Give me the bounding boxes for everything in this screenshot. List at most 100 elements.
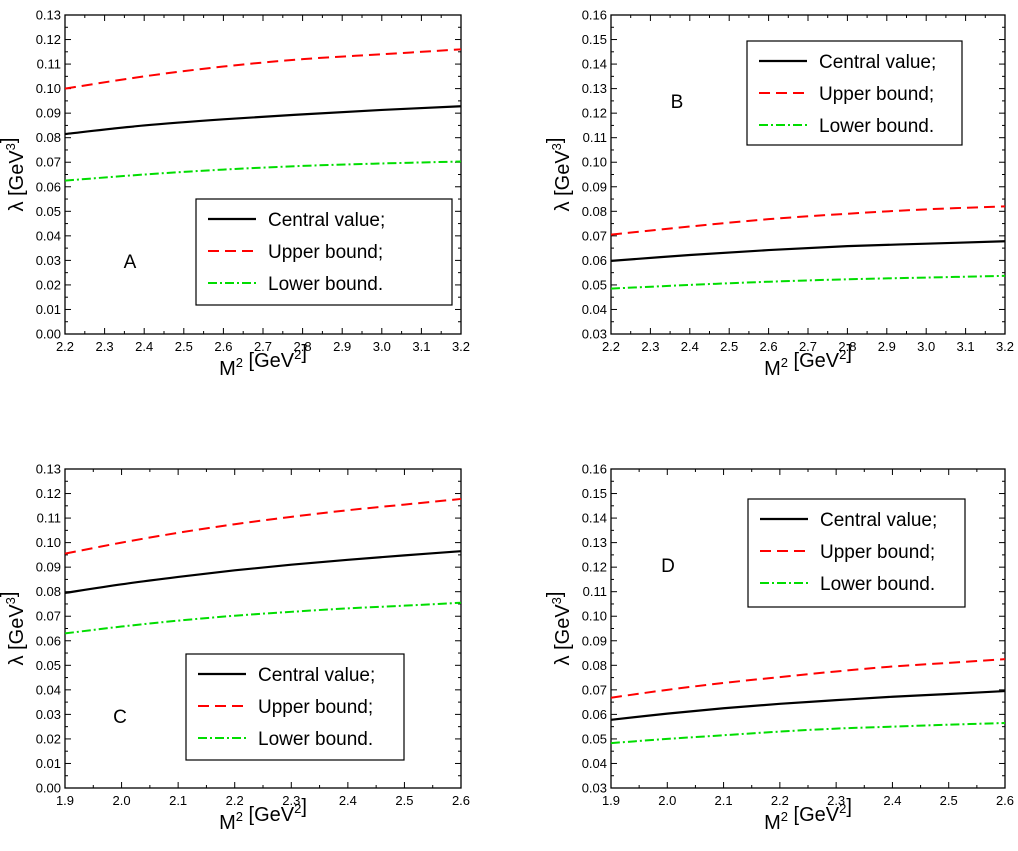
x-tick-label: 3.1 [957,339,975,354]
chart-panel-d: 1.9 2.0 2.1 2.2 2.3 2.4 2.5 2.6 0.03 0.04 0.05 0.06… [544,462,1014,835]
x-tick-label: 2.5 [395,793,413,808]
chart-panel-b: 2.2 2.3 2.4 2.5 2.6 2.7 2.8 2.9 3.0 3.1 3.2 0.03 0.0… [544,8,1014,381]
y-tick-label: 0.09 [582,633,607,648]
y-tick-label: 0.13 [582,81,607,96]
y-tick-label: 0.13 [36,8,61,23]
x-tick-label: 3.2 [996,339,1014,354]
y-tick-label: 0.02 [36,277,61,292]
y-tick-label: 0.08 [36,584,61,599]
y-tick-label: 0.03 [582,781,607,796]
x-tick-label: 2.9 [878,339,896,354]
y-tick-label: 0.11 [583,130,607,145]
y-tick-label: 0.12 [582,106,607,121]
y-tick-label: 0.10 [582,155,607,170]
legend-label: Lower bound. [819,116,934,137]
x-tick-label: 2.0 [658,793,676,808]
y-tick-label: 0.04 [582,302,607,317]
y-tick-label: 0.04 [36,228,61,243]
y-tick-label: 0.09 [36,106,61,121]
panel-label: B [671,92,684,113]
y-axis-title: λ [GeV3] [544,138,574,212]
series-line-dashdot [64,601,462,635]
x-tick-label: 2.5 [720,339,738,354]
x-tick-label: 2.4 [681,339,699,354]
y-tick-label: 0.06 [582,707,607,722]
panel-label: A [124,252,137,273]
y-tick-label: 0.04 [36,682,61,697]
x-axis-title: M2 [GeV2] [219,796,307,834]
y-tick-label: 0.05 [36,658,61,673]
y-tick-label: 0.00 [36,327,61,342]
legend-label: Upper bound; [258,697,373,718]
chart-panel-c: 1.9 2.0 2.1 2.2 2.3 2.4 2.5 2.6 0.00 0.01 0.02 0.03… [0,462,470,835]
y-tick-label: 0.12 [36,486,61,501]
y-tick-label: 0.06 [582,253,607,268]
y-tick-label: 0.06 [36,633,61,648]
y-tick-label: 0.01 [36,302,61,317]
x-tick-label: 2.2 [56,339,74,354]
panel-label: D [661,556,675,577]
y-tick-label: 0.00 [36,781,61,796]
x-tick-label: 3.0 [917,339,935,354]
x-tick-label: 2.4 [339,793,357,808]
y-tick-label: 0.05 [582,731,607,746]
series-line-dashdot [610,274,1006,290]
x-tick-label: 2.7 [254,339,272,354]
y-tick-label: 0.16 [582,462,607,477]
y-tick-label: 0.05 [582,277,607,292]
y-tick-label: 0.07 [36,609,61,624]
x-tick-label: 1.9 [602,793,620,808]
series-line-dashdot [64,160,462,182]
y-tick-label: 0.07 [582,682,607,697]
y-tick-label: 0.13 [582,535,607,550]
x-tick-label: 2.6 [760,339,778,354]
x-tick-label: 2.2 [602,339,620,354]
legend-label: Upper bound; [268,242,383,263]
x-tick-label: 2.2 [771,793,789,808]
y-axis-title: λ [GeV3] [0,592,28,666]
y-tick-label: 0.15 [582,32,607,47]
x-axis-title: M2 [GeV2] [764,796,852,834]
x-tick-label: 2.9 [333,339,351,354]
x-tick-label: 3.2 [452,339,470,354]
legend-label: Upper bound; [819,84,934,105]
legend-label: Central value; [819,52,936,73]
x-tick-label: 2.5 [175,339,193,354]
legend-label: Central value; [268,210,385,231]
y-tick-label: 0.01 [36,756,61,771]
x-axis-title: M2 [GeV2] [764,342,852,380]
legend-label: Lower bound. [268,274,383,295]
y-tick-label: 0.11 [37,511,61,526]
y-tick-label: 0.09 [36,560,61,575]
legend-box [195,198,453,306]
panel-label: C [113,707,127,728]
y-tick-label: 0.08 [582,204,607,219]
x-tick-label: 2.1 [169,793,187,808]
y-tick-label: 0.03 [582,327,607,342]
y-tick-label: 0.04 [582,756,607,771]
x-tick-label: 2.6 [214,339,232,354]
series-line-dashed [610,658,1006,699]
y-tick-label: 0.14 [582,57,607,72]
legend-label: Lower bound. [258,729,373,750]
series-line-solid [64,105,462,136]
y-tick-label: 0.10 [36,535,61,550]
series-line-dashed [64,48,462,90]
y-tick-label: 0.08 [582,658,607,673]
x-tick-label: 2.3 [827,793,845,808]
legend-label: Upper bound; [820,542,935,563]
series-line-solid [610,240,1006,262]
x-tick-label: 2.3 [282,793,300,808]
legend-box [747,498,966,608]
x-tick-label: 2.8 [294,339,312,354]
x-tick-label: 2.5 [940,793,958,808]
y-tick-label: 0.16 [582,8,607,23]
x-tick-label: 2.6 [452,793,470,808]
legend-label: Central value; [258,665,375,686]
y-tick-label: 0.10 [582,609,607,624]
x-tick-label: 2.2 [226,793,244,808]
x-tick-label: 1.9 [56,793,74,808]
x-tick-label: 2.3 [96,339,114,354]
x-tick-label: 2.4 [135,339,153,354]
